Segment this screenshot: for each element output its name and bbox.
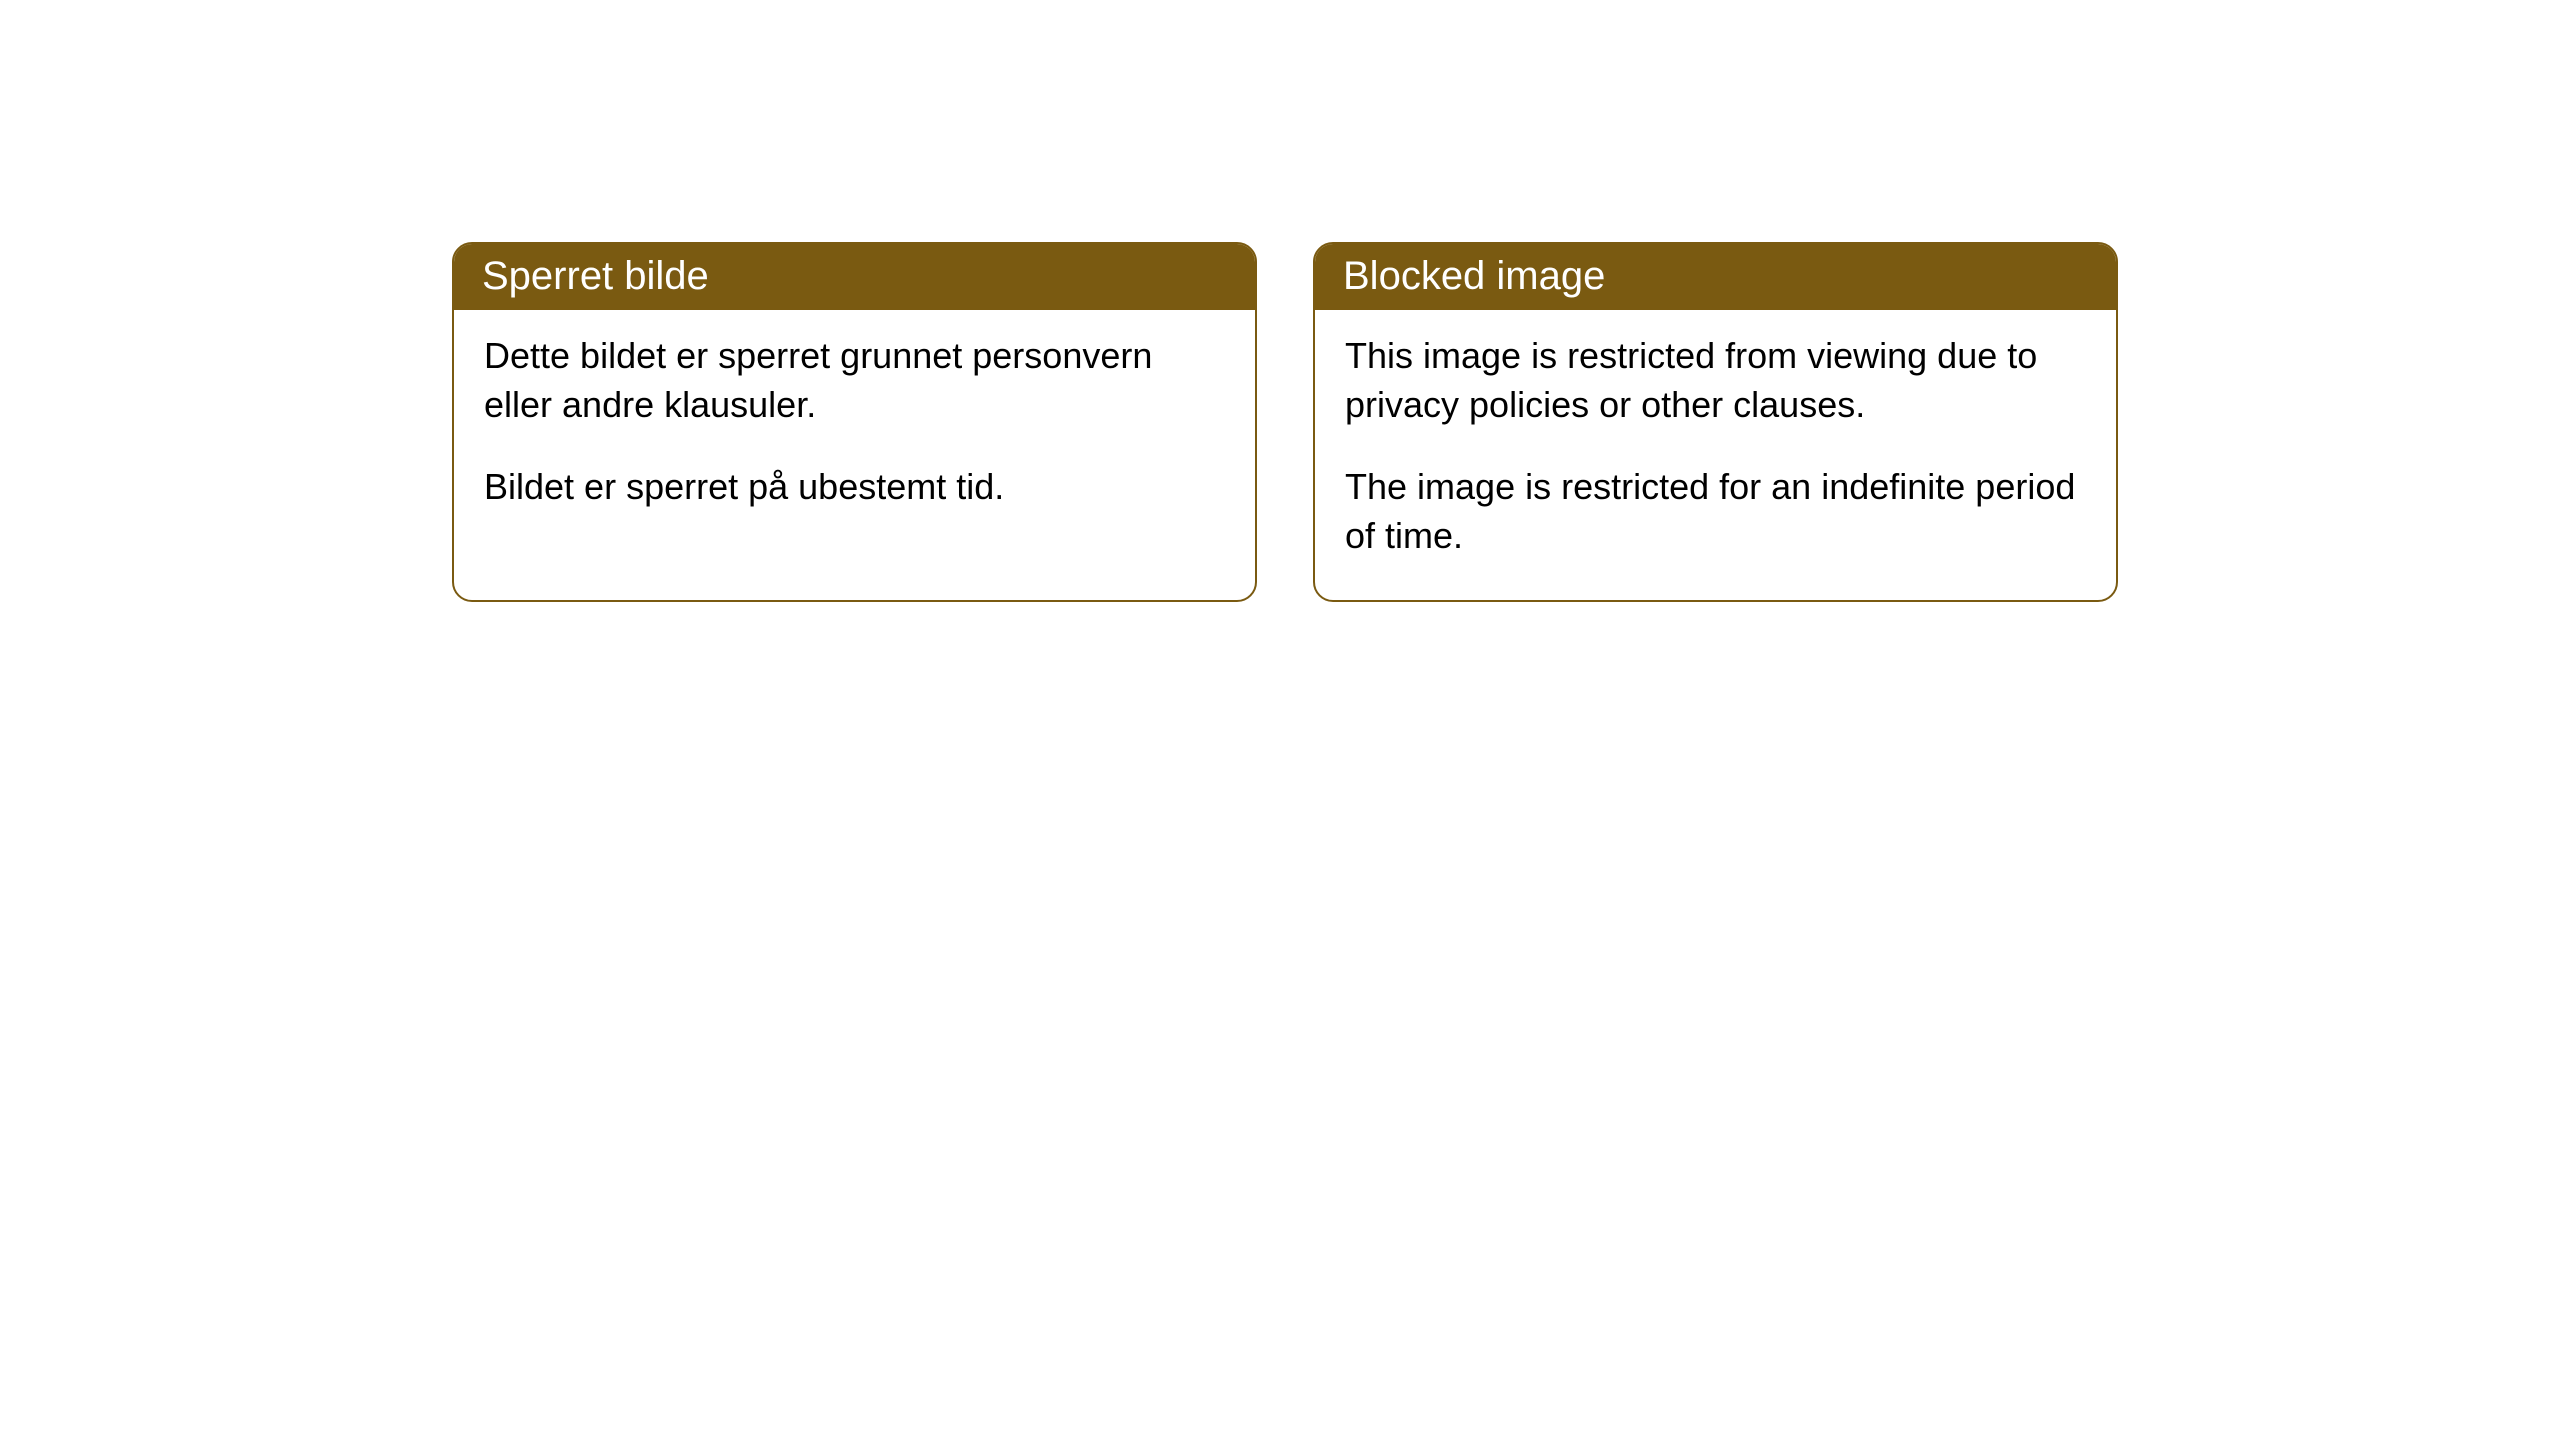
notice-card-paragraph: Dette bildet er sperret grunnet personve… <box>484 332 1225 429</box>
notice-card-paragraph: Bildet er sperret på ubestemt tid. <box>484 463 1225 512</box>
notice-card-body: Dette bildet er sperret grunnet personve… <box>454 310 1255 552</box>
notice-card-norwegian: Sperret bilde Dette bildet er sperret gr… <box>452 242 1257 602</box>
notice-cards-container: Sperret bilde Dette bildet er sperret gr… <box>452 242 2118 602</box>
notice-card-paragraph: The image is restricted for an indefinit… <box>1345 463 2086 560</box>
notice-card-title: Blocked image <box>1315 244 2116 310</box>
notice-card-english: Blocked image This image is restricted f… <box>1313 242 2118 602</box>
notice-card-paragraph: This image is restricted from viewing du… <box>1345 332 2086 429</box>
notice-card-body: This image is restricted from viewing du… <box>1315 310 2116 600</box>
notice-card-title: Sperret bilde <box>454 244 1255 310</box>
